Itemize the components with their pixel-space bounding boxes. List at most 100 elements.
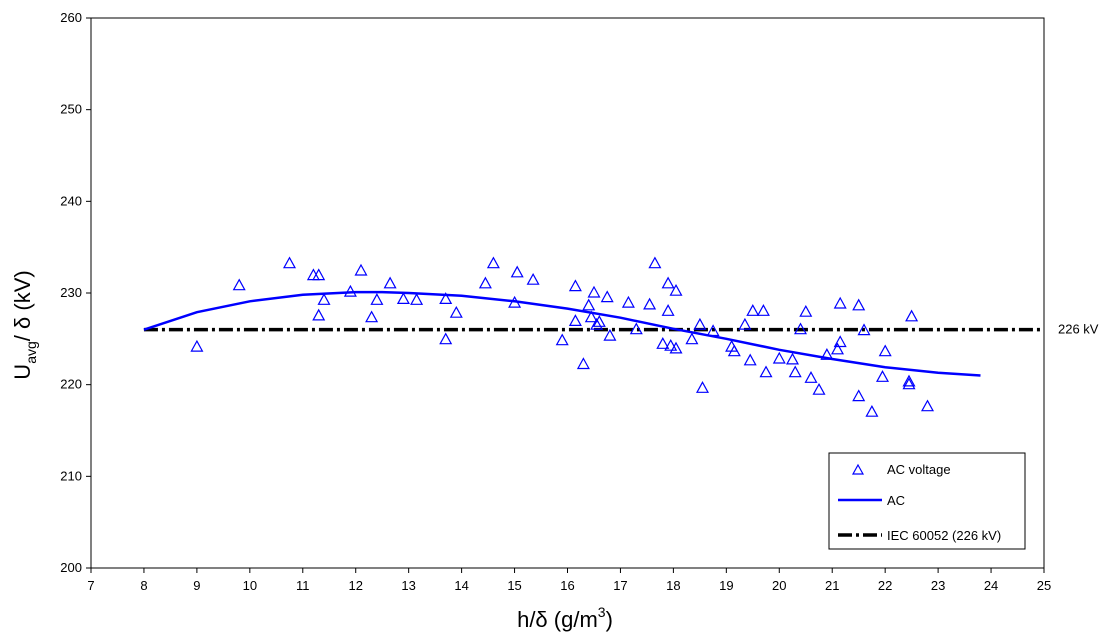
ac-voltage-point xyxy=(685,332,699,345)
x-tick-label: 16 xyxy=(560,578,574,593)
ac-voltage-point xyxy=(905,309,919,322)
ac-voltage-point xyxy=(664,338,678,351)
ac-voltage-point xyxy=(383,276,397,289)
ac-voltage-point xyxy=(804,371,818,383)
x-tick-label: 25 xyxy=(1037,578,1051,593)
ac-voltage-point xyxy=(852,298,866,311)
ac-voltage-point xyxy=(312,268,326,281)
ac-voltage-point xyxy=(656,337,670,349)
ac-voltage-point xyxy=(865,404,879,417)
ac-voltage-point xyxy=(648,256,662,269)
x-tick-label: 14 xyxy=(454,578,468,593)
ac-voltage-point xyxy=(785,352,800,365)
ac-voltage-point xyxy=(875,370,890,382)
x-tick-label: 11 xyxy=(296,578,310,593)
marker-layer xyxy=(190,256,935,417)
ac-voltage-point xyxy=(830,342,845,355)
x-tick-label: 9 xyxy=(193,578,200,593)
x-tick-label: 10 xyxy=(243,578,257,593)
y-tick-label: 260 xyxy=(60,10,82,25)
ac-voltage-point xyxy=(555,333,569,346)
x-tick-label: 23 xyxy=(931,578,945,593)
ac-voltage-point xyxy=(902,374,916,387)
ac-voltage-point xyxy=(439,332,453,345)
ac-voltage-point xyxy=(756,304,770,316)
ac-fit-line xyxy=(143,290,981,377)
ac-voltage-point xyxy=(902,377,916,390)
ac-voltage-point xyxy=(746,304,760,316)
legend-item-ac-voltage: AC voltage xyxy=(851,462,951,477)
legend-triangle-marker xyxy=(851,463,865,475)
legend-item-ac: AC xyxy=(838,493,905,508)
ac-voltage-point xyxy=(365,310,379,323)
ac-voltage-point xyxy=(600,290,614,303)
ac-voltage-point xyxy=(576,357,590,370)
ac-voltage-point xyxy=(312,308,326,321)
ac-voltage-point xyxy=(584,310,598,323)
x-tick-label: 15 xyxy=(507,578,521,593)
y-axis-title: Uavg/ δ (kV) xyxy=(10,270,39,379)
ac-voltage-point xyxy=(568,314,582,326)
ac-voltage-point xyxy=(439,292,453,304)
legend-label-ac-voltage: AC voltage xyxy=(887,462,951,477)
ac-voltage-point xyxy=(190,339,204,352)
x-tick-label: 12 xyxy=(348,578,362,593)
ac-voltage-point xyxy=(478,276,492,289)
ac-voltage-point xyxy=(370,293,384,305)
y-tick-label: 230 xyxy=(60,285,82,300)
y-tick-label: 220 xyxy=(60,377,82,392)
ac-voltage-point xyxy=(526,272,540,285)
y-tick-label: 200 xyxy=(60,560,82,575)
ac-voltage-point xyxy=(603,328,617,341)
axis-layer: 7 8 9 10 11 12 13 14 15 16 17 18 19 20 21 22 23 24 25 200 21… xyxy=(60,10,1051,593)
ac-voltage-point xyxy=(317,293,331,305)
ac-voltage-point xyxy=(772,351,786,364)
ac-voltage-point xyxy=(661,276,675,289)
x-tick-label: 21 xyxy=(825,578,839,593)
x-tick-label: 17 xyxy=(613,578,627,593)
ac-voltage-point xyxy=(410,293,424,305)
x-tick-label: 22 xyxy=(878,578,892,593)
x-tick-label: 7 xyxy=(87,578,94,593)
x-tick-label: 18 xyxy=(666,578,680,593)
y-tick-label: 210 xyxy=(60,468,82,483)
ac-voltage-point xyxy=(759,365,773,378)
legend-item-iec: IEC 60052 (226 kV) xyxy=(838,528,1001,543)
ac-voltage-point xyxy=(582,298,596,311)
ac-voltage-point xyxy=(706,324,720,337)
ac-voltage-point xyxy=(510,265,524,278)
ac-voltage-point xyxy=(812,382,826,395)
y-tick-label: 240 xyxy=(60,193,82,208)
ac-voltage-point xyxy=(621,295,635,308)
x-tick-label: 19 xyxy=(719,578,733,593)
x-tick-label: 8 xyxy=(140,578,147,593)
legend-label-ac: AC xyxy=(887,493,905,508)
ac-voltage-point xyxy=(727,344,741,357)
ac-voltage-point xyxy=(568,279,582,292)
ac-voltage-point xyxy=(878,344,892,357)
line-layer xyxy=(143,290,981,377)
ac-voltage-point xyxy=(629,322,643,335)
ac-voltage-point xyxy=(693,317,707,330)
x-tick-label: 24 xyxy=(984,578,998,593)
ac-voltage-point xyxy=(592,315,606,327)
ac-voltage-point xyxy=(232,278,246,291)
ac-voltage-point xyxy=(793,322,808,335)
ac-voltage-point xyxy=(661,304,675,316)
ac-voltage-point xyxy=(449,305,463,318)
ac-voltage-point xyxy=(820,348,834,360)
ac-voltage-point xyxy=(743,353,757,366)
ac-voltage-point xyxy=(788,365,802,378)
ac-voltage-point xyxy=(282,256,297,269)
ac-voltage-point xyxy=(799,304,813,317)
ac-voltage-point xyxy=(590,317,604,330)
ac-voltage-point xyxy=(833,296,847,309)
ac-voltage-point xyxy=(486,256,500,269)
y-tick-label: 250 xyxy=(60,102,82,117)
x-axis-title: h/δ (g/m3) xyxy=(517,604,613,632)
reference-line-label: 226 kV xyxy=(1058,322,1099,337)
ac-voltage-point xyxy=(643,297,657,310)
ac-voltage-point xyxy=(852,389,866,402)
ac-voltage-point xyxy=(354,263,368,276)
